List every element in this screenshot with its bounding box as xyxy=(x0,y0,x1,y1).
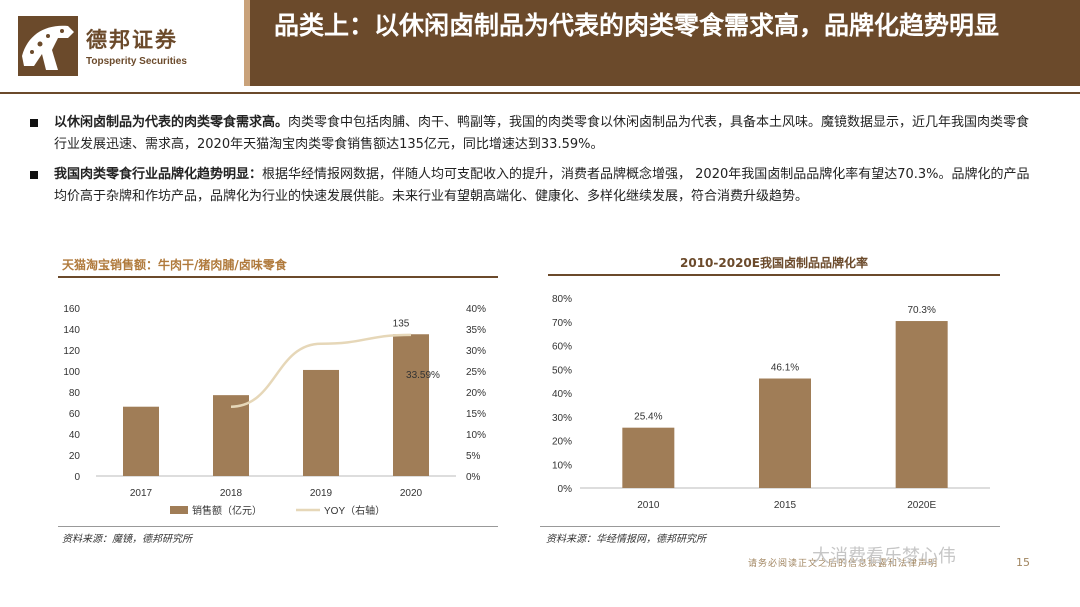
y-tick-label: 0 xyxy=(74,472,80,483)
y-tick-label: 20 xyxy=(69,451,81,462)
bar-data-label: 46.1% xyxy=(771,363,799,374)
legend-line-label: YOY（右轴） xyxy=(324,504,385,517)
bar-data-label: 135 xyxy=(393,318,410,329)
page-title: 品类上：以休闲卤制品为代表的肉类零食需求高，品牌化趋势明显 xyxy=(274,11,1000,40)
y2-tick-label: 25% xyxy=(466,367,486,378)
company-logo: 德邦证券 Topsperity Securities xyxy=(18,10,218,80)
right-source: 资料来源：华经情报网，德邦研究所 xyxy=(546,534,706,545)
bullet-square-icon xyxy=(30,171,38,179)
brand-rate-bar xyxy=(759,378,811,488)
logo-english-name: Topsperity Securities xyxy=(86,56,187,67)
sales-bar xyxy=(213,395,249,476)
y2-tick-label: 35% xyxy=(466,325,486,336)
y-tick-label: 20% xyxy=(552,437,572,448)
y-tick-label: 140 xyxy=(63,325,80,336)
leopard-logo-icon xyxy=(18,16,78,76)
y2-tick-label: 15% xyxy=(466,409,486,420)
brand-rate-chart: 0% 10% 20% 30% 40% 50% 60% 70% 80% 25.4% 2010 46.1%… xyxy=(552,294,990,511)
x-tick-label: 2020 xyxy=(400,488,423,499)
footer-disclaimer: 请务必阅读正文之后的信息披露和法律声明 xyxy=(748,559,939,569)
bullet-list: 以休闲卤制品为代表的肉类零食需求高。肉类零食中包括肉脯、肉干、鸭副等，我国的肉类… xyxy=(30,112,1040,216)
y-tick-label: 120 xyxy=(63,346,80,357)
y-tick-label: 80% xyxy=(552,294,572,305)
x-tick-label: 2020E xyxy=(907,500,936,511)
legend-bar-swatch xyxy=(170,506,188,514)
bullet-item: 我国肉类零食行业品牌化趋势明显：根据华经情报网数据，伴随人均可支配收入的提升，消… xyxy=(30,164,1040,208)
y-tick-label: 60 xyxy=(69,409,81,420)
sales-chart: 0 20 40 60 80 100 120 140 160 0% 5% 10% 15% 20% 25% 30%… xyxy=(63,304,486,517)
bullet-heading: 我国肉类零食行业品牌化趋势明显： xyxy=(54,167,263,182)
bar-data-label: 70.3% xyxy=(907,305,935,316)
left-source-rule xyxy=(58,526,498,527)
header-divider xyxy=(0,92,1080,94)
left-chart-top-rule xyxy=(58,276,498,278)
y2-tick-label: 20% xyxy=(466,388,486,399)
line-data-label: 33.59% xyxy=(406,370,440,381)
y2-tick-label: 5% xyxy=(466,451,481,462)
bullet-text: 肉类零食中包括肉脯、肉干、鸭副等，我国的肉类零食以休闲卤制品为代表，具备本土风味… xyxy=(54,115,1030,152)
y2-tick-label: 0% xyxy=(466,472,481,483)
sales-bar xyxy=(123,406,159,476)
left-chart-title: 天猫淘宝销售额：牛肉干/猪肉脯/卤味零食 xyxy=(62,258,287,272)
sales-bar xyxy=(303,369,339,476)
y-tick-label: 70% xyxy=(552,318,572,329)
legend-bar-label: 销售额（亿元） xyxy=(192,504,262,517)
y-tick-label: 60% xyxy=(552,342,572,353)
y-tick-label: 40% xyxy=(552,389,572,400)
y-tick-label: 160 xyxy=(63,304,80,315)
bullet-square-icon xyxy=(30,119,38,127)
watermark: 大消费看乐梦心伟 xyxy=(812,546,956,567)
title-bar: 品类上：以休闲卤制品为代表的肉类零食需求高，品牌化趋势明显 xyxy=(244,0,1080,86)
right-chart-title: 2010-2020E我国卤制品品牌化率 xyxy=(680,256,868,270)
left-source: 资料来源：魔镜，德邦研究所 xyxy=(62,534,192,545)
y-tick-label: 30% xyxy=(552,413,572,424)
x-tick-label: 2017 xyxy=(130,488,153,499)
logo-chinese-name: 德邦证券 xyxy=(86,28,178,52)
brand-rate-bar xyxy=(622,427,675,488)
y-tick-label: 10% xyxy=(552,460,572,471)
y2-tick-label: 10% xyxy=(466,430,486,441)
header: 德邦证券 Topsperity Securities 品类上：以休闲卤制品为代表… xyxy=(0,0,1080,86)
yoy-line xyxy=(230,333,412,408)
brand-rate-bar xyxy=(895,321,948,488)
x-tick-label: 2019 xyxy=(310,488,333,499)
bullet-text: 根据华经情报网数据，伴随人均可支配收入的提升，消费者品牌概念增强， 2020年我… xyxy=(54,167,1030,204)
bullet-item: 以休闲卤制品为代表的肉类零食需求高。肉类零食中包括肉脯、肉干、鸭副等，我国的肉类… xyxy=(30,112,1040,156)
y-tick-label: 80 xyxy=(69,388,81,399)
bullet-heading: 以休闲卤制品为代表的肉类零食需求高。 xyxy=(54,115,289,130)
x-tick-label: 2015 xyxy=(774,500,797,511)
x-tick-label: 2010 xyxy=(637,500,660,511)
y-tick-label: 0% xyxy=(558,484,573,495)
page-number: 15 xyxy=(1016,556,1030,569)
y-tick-label: 40 xyxy=(69,430,81,441)
y-tick-label: 100 xyxy=(63,367,80,378)
y2-tick-label: 40% xyxy=(466,304,486,315)
y2-tick-label: 30% xyxy=(466,346,486,357)
x-tick-label: 2018 xyxy=(220,488,243,499)
sales-bar xyxy=(393,334,429,476)
bar-data-label: 25.4% xyxy=(634,412,662,423)
right-source-rule xyxy=(540,526,1000,527)
y-tick-label: 50% xyxy=(552,365,572,376)
right-chart-top-rule xyxy=(548,274,1000,276)
